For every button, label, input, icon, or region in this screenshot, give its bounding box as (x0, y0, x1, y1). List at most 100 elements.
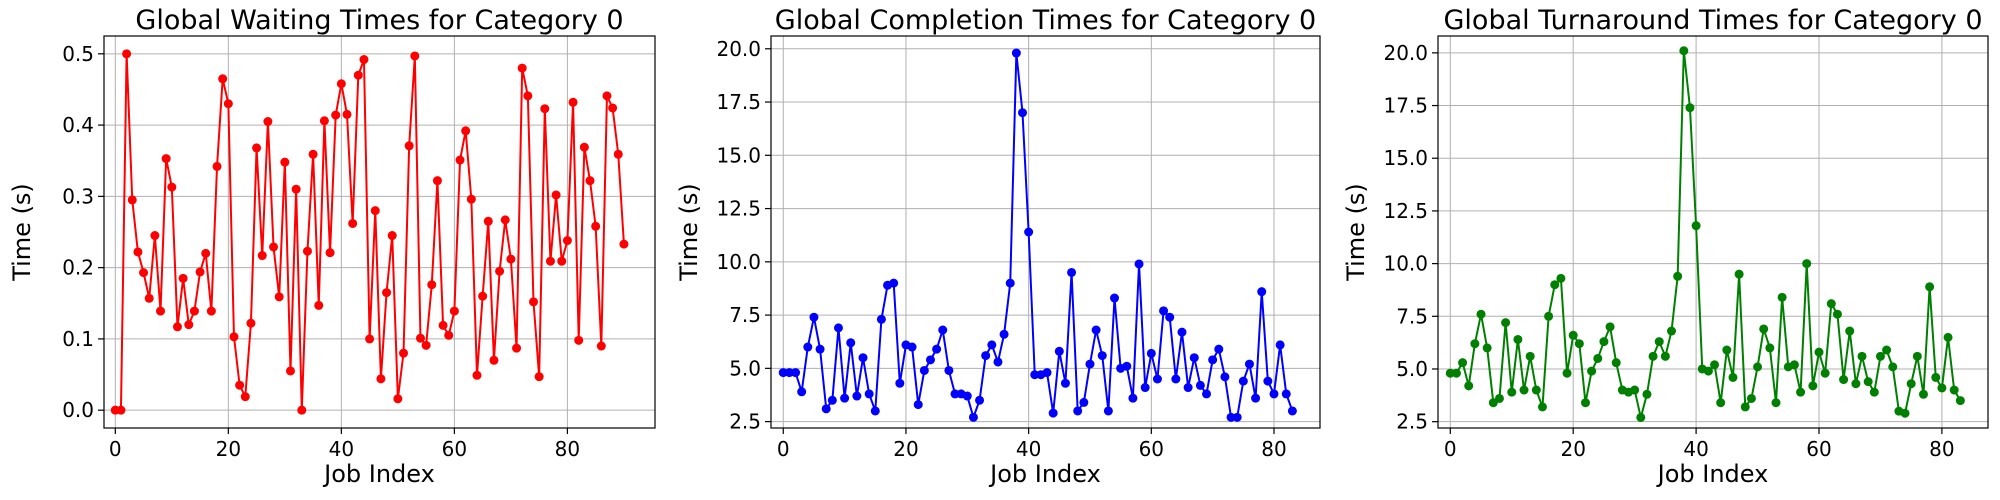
turnaround-chart-ylabel: Time (s) (1342, 183, 1370, 282)
completion-data-point (1232, 412, 1242, 422)
turnaround-data-point (1482, 343, 1492, 353)
completion-data-point (858, 353, 868, 363)
completion-data-point (993, 357, 1003, 367)
waiting-data-point (280, 157, 290, 167)
completion-data-point (876, 314, 886, 324)
waiting-grid (104, 36, 655, 428)
completion-data-point (1281, 389, 1291, 399)
turnaround-x-tick-label: 80 (1929, 437, 1954, 461)
waiting-data-point (432, 176, 442, 186)
completion-data-point (1018, 108, 1027, 118)
completion-data-point (1171, 374, 1181, 384)
completion-chart-title: Global Completion Times for Category 0 (775, 5, 1316, 36)
completion-data-point (1244, 359, 1254, 369)
turnaround-data-point (1525, 351, 1535, 361)
waiting-data-point (568, 97, 578, 107)
completion-data-point (833, 323, 843, 333)
turnaround-chart-xlabel: Job Index (1656, 460, 1769, 488)
completion-data-point (1220, 372, 1230, 382)
turnaround-data-point (1531, 385, 1541, 395)
completion-data-point (938, 325, 948, 335)
waiting-data-point (319, 116, 329, 126)
completion-data-point (791, 368, 801, 378)
completion-data-point (895, 378, 905, 388)
completion-x-tick-label: 80 (1261, 437, 1286, 461)
turnaround-y-tick-label: 17.5 (1383, 94, 1428, 118)
turnaround-data-point (1445, 368, 1455, 378)
completion-data-point (1140, 383, 1150, 393)
completion-data-point (1251, 393, 1261, 403)
completion-data-point (889, 278, 899, 288)
turnaround-data-point (1949, 385, 1959, 395)
waiting-data-point (195, 267, 205, 277)
completion-data-point (803, 342, 813, 352)
waiting-data-point (387, 231, 397, 241)
waiting-plot-frame (103, 35, 656, 429)
completion-data-point (870, 406, 880, 416)
turnaround-data-point (1839, 375, 1849, 385)
turnaround-data-point (1587, 366, 1597, 376)
waiting-data-point (455, 155, 465, 165)
waiting-data-point (257, 251, 267, 261)
waiting-data-point (382, 288, 392, 298)
turnaround-data-point (1611, 358, 1621, 368)
completion-data-point (1134, 259, 1144, 269)
completion-data-point (975, 395, 985, 405)
turnaround-data-point (1630, 385, 1640, 395)
turnaround-data-point (1808, 381, 1818, 391)
turnaround-data-point (1476, 309, 1486, 319)
completion-data-point (1208, 355, 1218, 365)
turnaround-data-point (1537, 402, 1547, 412)
waiting-data-point (342, 109, 352, 119)
waiting-data-point (574, 335, 584, 345)
completion-data-point (1238, 376, 1248, 386)
waiting-data-point (585, 176, 595, 186)
completion-data-point (1177, 327, 1187, 337)
waiting-data-point (212, 161, 222, 171)
completion-data-point (1214, 344, 1224, 354)
waiting-data-point (291, 184, 301, 194)
waiting-data-point (156, 306, 166, 316)
waiting-data-point (608, 103, 618, 113)
turnaround-data-point (1458, 358, 1468, 368)
waiting-x-tick-label: 0 (109, 437, 122, 461)
turnaround-y-tick-label: 7.5 (1396, 304, 1428, 328)
waiting-x-tick-label: 40 (329, 437, 354, 461)
waiting-data-point (523, 91, 533, 101)
turnaround-data-point (1888, 362, 1898, 372)
completion-data-point (987, 340, 997, 350)
waiting-data-point (331, 110, 341, 120)
completion-times-chart: Global Completion Times for Category 0 J… (675, 5, 1321, 488)
turnaround-data-point (1574, 339, 1584, 349)
completion-data-point (981, 351, 991, 361)
waiting-chart-title: Global Waiting Times for Category 0 (135, 5, 623, 36)
turnaround-x-tick-label: 60 (1806, 437, 1831, 461)
completion-x-tick-label: 20 (893, 437, 918, 461)
waiting-data-point (602, 91, 612, 101)
turnaround-data-point (1796, 387, 1806, 397)
completion-data-point (1183, 383, 1193, 393)
waiting-data-point (478, 291, 488, 301)
turnaround-data-point (1544, 311, 1554, 321)
completion-data-point (932, 344, 942, 354)
completion-data-point (846, 338, 856, 348)
completion-data-point (840, 393, 850, 403)
completion-data-point (1054, 346, 1064, 356)
waiting-data-point (122, 49, 132, 59)
waiting-data-point (512, 343, 522, 353)
waiting-data-point (562, 236, 572, 246)
waiting-data-point (370, 206, 380, 216)
turnaround-data-point (1900, 408, 1910, 418)
completion-data-point (1110, 293, 1120, 303)
turnaround-x-tick-label: 20 (1560, 437, 1585, 461)
completion-data-point (1263, 376, 1273, 386)
waiting-data-point (438, 320, 448, 330)
waiting-data-point (133, 247, 143, 257)
completion-data-point (1005, 278, 1015, 288)
completion-y-tick-label: 5.0 (729, 356, 761, 380)
completion-y-tick-label: 12.5 (716, 197, 761, 221)
waiting-data-point (116, 405, 126, 415)
completion-x-tick-label: 0 (777, 437, 790, 461)
turnaround-data-point (1771, 398, 1781, 408)
